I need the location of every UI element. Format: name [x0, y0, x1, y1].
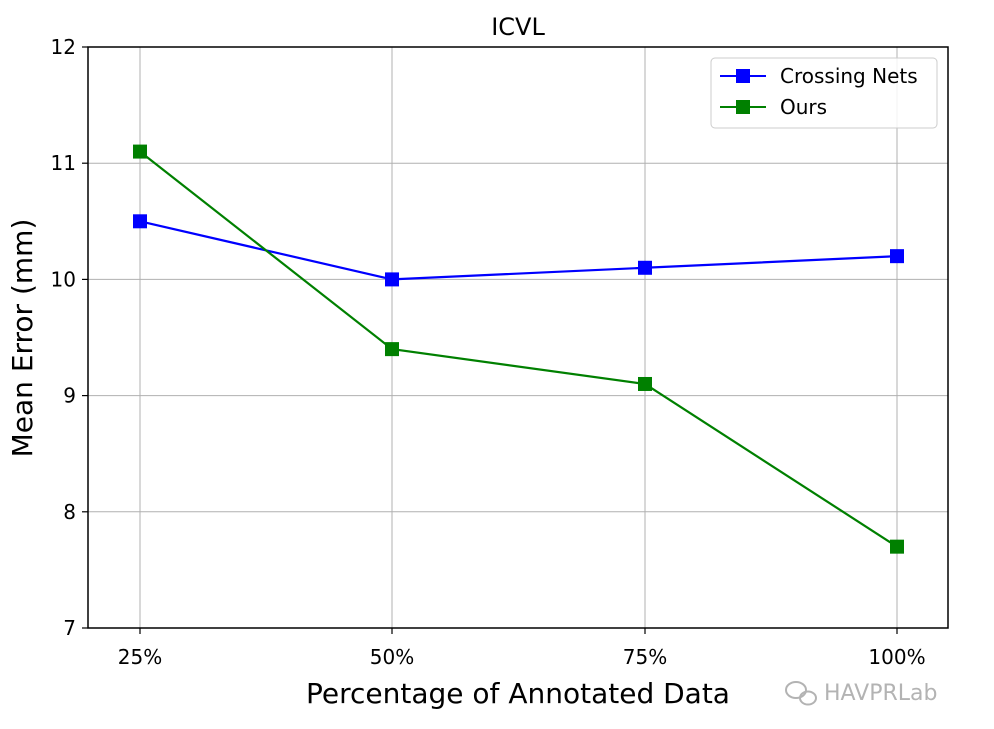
x-tick-label: 100%: [868, 645, 925, 669]
y-axis-label: Mean Error (mm): [6, 219, 39, 458]
series-line-crossing-nets: [139, 220, 898, 281]
data-point-ours: [890, 539, 904, 554]
series-line-ours: [139, 150, 898, 548]
wechat-icon: [785, 681, 817, 706]
plot-area-frame: [87, 46, 949, 629]
grid: [88, 46, 948, 629]
y-tick-label: 9: [63, 384, 76, 408]
data-point-ours: [133, 144, 147, 159]
x-axis-label: Percentage of Annotated Data: [306, 677, 730, 710]
x-axis-ticks: 25% 50% 75% 100%: [118, 628, 926, 669]
x-tick-label: 50%: [370, 645, 414, 669]
y-axis-ticks: 7 8 9 10 11 12: [51, 35, 88, 640]
legend-marker-crossing-nets: [736, 69, 750, 83]
series-layer: [133, 144, 904, 554]
watermark-text: HAVPRLab: [824, 681, 938, 706]
data-point-crossing-nets: [890, 249, 904, 264]
y-tick-label: 12: [51, 35, 76, 59]
legend-label-ours: Ours: [780, 95, 827, 119]
legend-marker-ours: [736, 100, 750, 114]
y-tick-label: 8: [63, 500, 76, 524]
x-tick-label: 75%: [623, 645, 667, 669]
y-tick-label: 10: [51, 267, 76, 291]
legend-label-crossing-nets: Crossing Nets: [780, 64, 918, 88]
data-point-crossing-nets: [133, 214, 147, 229]
data-point-crossing-nets: [638, 260, 652, 275]
y-tick-label: 11: [51, 151, 76, 175]
data-point-crossing-nets: [385, 272, 399, 287]
data-point-ours: [385, 342, 399, 357]
legend: Crossing Nets Ours: [710, 57, 938, 129]
x-tick-label: 25%: [118, 645, 162, 669]
watermark: HAVPRLab: [785, 681, 938, 706]
chart-title: ICVL: [491, 13, 545, 41]
data-point-ours: [638, 376, 652, 391]
y-tick-label: 7: [63, 616, 76, 640]
legend-box: [710, 57, 938, 129]
